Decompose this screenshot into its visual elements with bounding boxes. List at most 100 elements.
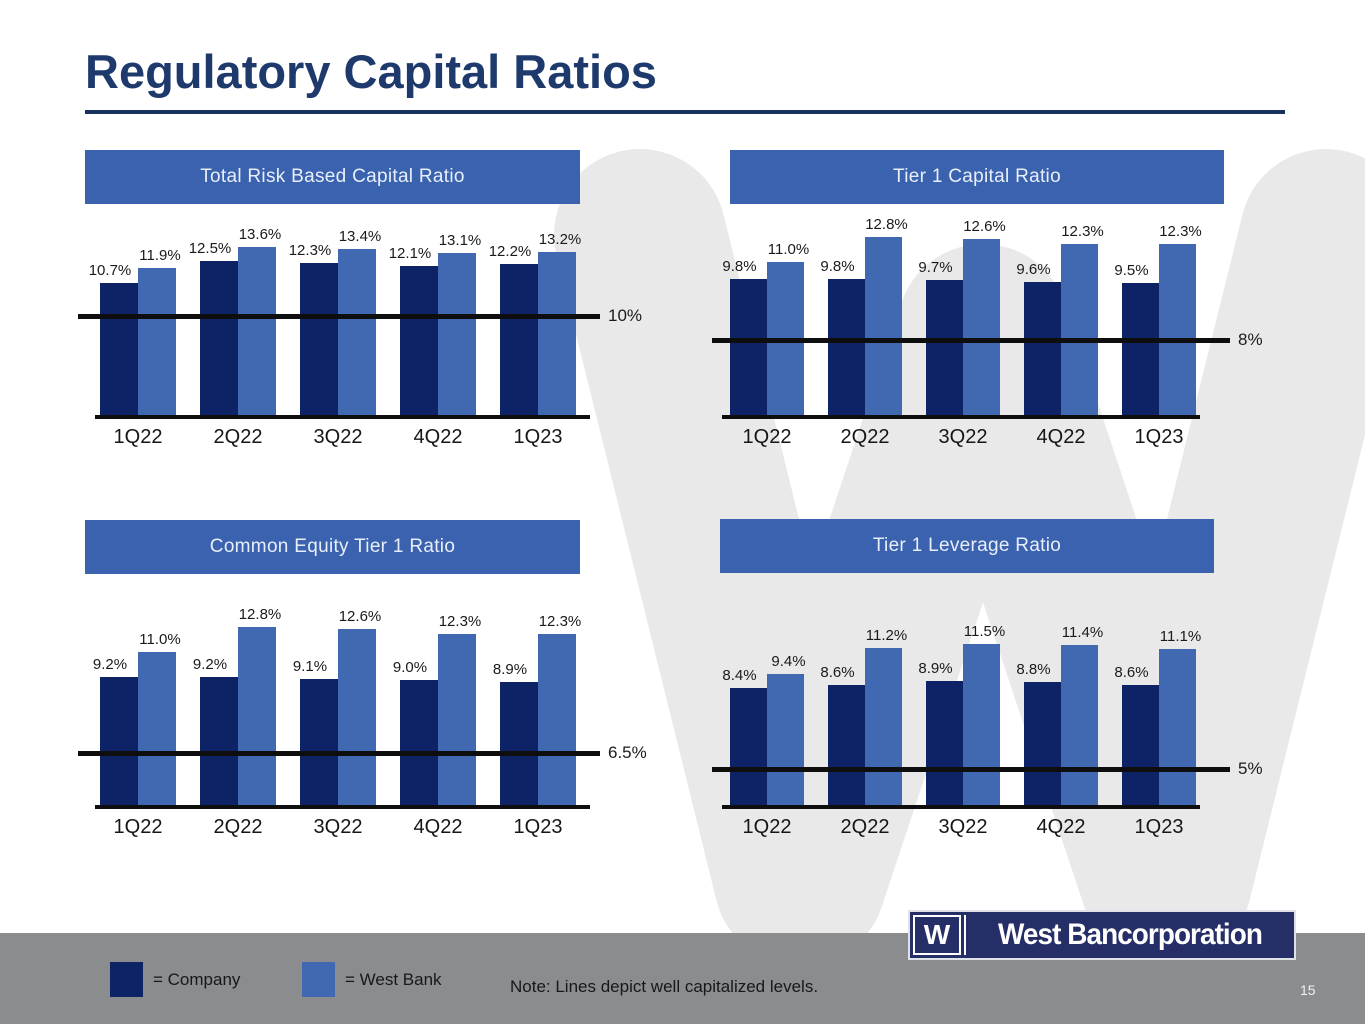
bar-west-bank: [767, 674, 804, 807]
category-label: 1Q22: [742, 816, 792, 838]
category-label: 4Q22: [1036, 426, 1086, 448]
category-label: 2Q22: [840, 426, 890, 448]
bar-company: [500, 682, 538, 807]
bar-west-bank: [338, 629, 376, 807]
value-label-company: 9.2%: [192, 656, 228, 673]
value-label-company: 9.1%: [292, 658, 328, 675]
value-label-company: 9.6%: [1016, 261, 1051, 278]
value-label-company: 12.5%: [188, 240, 232, 257]
bar-company: [730, 688, 767, 807]
value-label-west-bank: 12.8%: [865, 216, 908, 233]
bar-west-bank: [238, 247, 276, 417]
value-label-company: 8.6%: [820, 664, 855, 681]
x-axis-baseline: [95, 805, 590, 809]
value-label-company: 10.7%: [88, 262, 132, 279]
category-label: 3Q22: [313, 816, 363, 838]
reference-line-label: 5%: [1238, 759, 1263, 778]
west-bancorporation-logo: W West Bancorporation: [908, 910, 1296, 960]
bar-west-bank: [1061, 645, 1098, 807]
value-label-company: 8.4%: [722, 667, 757, 684]
value-label-west-bank: 11.5%: [963, 623, 1006, 640]
bar-company: [100, 677, 138, 807]
bar-company: [828, 685, 865, 807]
value-label-company: 9.2%: [92, 656, 128, 673]
bar-west-bank: [865, 648, 902, 807]
value-label-west-bank: 13.2%: [538, 231, 582, 248]
bar-company: [100, 283, 138, 417]
value-label-company: 8.8%: [1016, 661, 1051, 678]
bar-west-bank: [865, 237, 902, 417]
bar-west-bank: [138, 268, 176, 417]
bar-west-bank: [438, 634, 476, 807]
bar-company: [1024, 282, 1061, 417]
bar-company: [1122, 685, 1159, 807]
value-label-west-bank: 12.3%: [438, 613, 482, 630]
category-label: 2Q22: [213, 426, 263, 448]
category-label: 1Q23: [1134, 816, 1184, 838]
bar-west-bank: [963, 239, 1000, 417]
bar-west-bank: [1159, 649, 1196, 807]
bar-company: [300, 679, 338, 807]
value-label-company: 9.7%: [918, 259, 953, 276]
value-label-west-bank: 12.3%: [1061, 223, 1104, 240]
value-label-west-bank: 12.3%: [538, 613, 582, 630]
value-label-company: 12.3%: [288, 242, 332, 259]
bar-company: [300, 263, 338, 417]
category-label: 3Q22: [938, 816, 988, 838]
category-label: 1Q23: [1134, 426, 1184, 448]
legend-item-company: = Company: [110, 962, 240, 997]
x-axis-baseline: [722, 805, 1200, 809]
chart-title-banner: Tier 1 Leverage Ratio: [720, 519, 1214, 573]
reference-line: [78, 314, 600, 319]
value-label-west-bank: 11.0%: [139, 631, 181, 648]
value-label-west-bank: 12.8%: [238, 606, 282, 623]
legend-label-west-bank: = West Bank: [345, 969, 442, 989]
value-label-west-bank: 11.4%: [1061, 624, 1104, 641]
chart-title-banner: Tier 1 Capital Ratio: [730, 150, 1224, 204]
value-label-company: 9.0%: [392, 659, 428, 676]
category-label: 4Q22: [413, 426, 463, 448]
legend-swatch-company: [110, 962, 143, 997]
category-label: 1Q22: [742, 426, 792, 448]
reference-line-label: 8%: [1238, 330, 1263, 349]
footnote: Note: Lines depict well capitalized leve…: [510, 977, 819, 996]
value-label-west-bank: 11.2%: [865, 627, 908, 644]
x-axis-baseline: [722, 415, 1200, 419]
legend-swatch-west-bank: [302, 962, 335, 997]
logo-separator: [964, 915, 966, 955]
value-label-west-bank: 11.1%: [1159, 628, 1202, 645]
bar-west-bank: [1159, 244, 1196, 417]
reference-line: [712, 767, 1230, 772]
bar-west-bank: [963, 644, 1000, 807]
bar-west-bank: [138, 652, 176, 807]
value-label-west-bank: 12.6%: [338, 608, 382, 625]
bar-company: [1122, 283, 1159, 417]
category-label: 3Q22: [313, 426, 363, 448]
value-label-west-bank: 13.6%: [238, 226, 282, 243]
value-label-company: 9.8%: [722, 258, 757, 275]
category-label: 3Q22: [938, 426, 988, 448]
category-label: 2Q22: [213, 816, 263, 838]
value-label-west-bank: 9.4%: [771, 653, 806, 670]
reference-line: [78, 751, 600, 756]
value-label-west-bank: 11.0%: [767, 241, 810, 258]
value-label-west-bank: 13.1%: [438, 232, 482, 249]
value-label-west-bank: 12.3%: [1159, 223, 1202, 240]
bar-company: [400, 266, 438, 417]
bar-company: [500, 264, 538, 417]
value-label-west-bank: 11.9%: [139, 247, 181, 264]
value-label-company: 12.2%: [488, 243, 532, 260]
value-label-company: 9.5%: [1114, 262, 1149, 279]
bar-company: [200, 677, 238, 807]
chart-title-banner: Total Risk Based Capital Ratio: [85, 150, 580, 204]
reference-line-label: 10%: [608, 306, 643, 325]
bar-company: [1024, 682, 1061, 807]
category-label: 1Q22: [113, 816, 163, 838]
bar-west-bank: [538, 252, 576, 417]
category-label: 1Q23: [513, 426, 563, 448]
bar-company: [828, 279, 865, 417]
value-label-west-bank: 13.4%: [338, 228, 382, 245]
category-label: 4Q22: [413, 816, 463, 838]
value-label-company: 8.9%: [918, 660, 953, 677]
